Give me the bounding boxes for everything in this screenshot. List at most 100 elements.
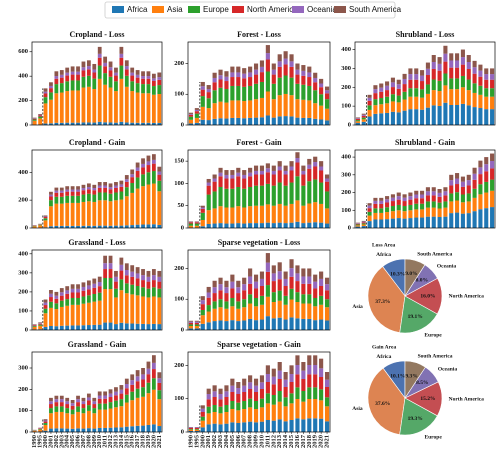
bar-segment [466, 61, 471, 69]
x-tick-label: 2006 [235, 434, 242, 448]
bar-segment [367, 215, 372, 222]
bar-segment [200, 420, 205, 428]
bar-segment [38, 429, 43, 430]
bar-segment [408, 88, 413, 97]
x-tick-label: 2002 [53, 435, 60, 448]
bar-segment [490, 179, 495, 191]
bar-segment [86, 75, 91, 87]
y-tick-label: 300 [341, 171, 351, 178]
bar-segment [437, 57, 442, 64]
bar-segment [212, 287, 217, 294]
axes-frame [31, 149, 163, 229]
bar-segment [97, 282, 102, 287]
bar-segment [218, 320, 223, 330]
chart-title: Sparse vegetation - Gain [217, 340, 301, 349]
bar-segment [271, 273, 276, 282]
bar-segment [420, 203, 425, 210]
bar-segment [484, 109, 489, 125]
bar-segment [289, 166, 294, 171]
bar-segment [443, 85, 448, 103]
x-tick-label: 2018 [140, 434, 147, 448]
bar-segment [43, 215, 48, 217]
bar-segment [135, 397, 140, 426]
bar-segment [206, 223, 211, 228]
bar-segment [92, 278, 97, 284]
y-tick-label: 200 [341, 189, 351, 196]
bar-segment [224, 280, 229, 288]
bar-segment [271, 83, 276, 100]
x-tick-label: 2016 [294, 434, 301, 448]
legend-label: South America [349, 5, 402, 14]
bar-segment [265, 45, 270, 54]
bar-segment [141, 122, 145, 125]
bar-segment [253, 99, 259, 118]
bar-segment [460, 186, 465, 195]
bar-segment [420, 97, 425, 110]
bar-segment [86, 187, 91, 190]
bar-segment [135, 177, 140, 189]
bar-segment [289, 161, 294, 167]
bar-segment [146, 368, 151, 375]
bar-segment [289, 365, 294, 374]
bar-segment [194, 225, 199, 228]
bar-segment [43, 326, 48, 330]
y-tick-label: 200 [18, 386, 28, 393]
bar-segment [54, 93, 59, 123]
bar-segment [283, 174, 288, 186]
bar-segment [135, 188, 140, 225]
bar-segment [248, 375, 253, 383]
legend-swatch [152, 6, 164, 13]
bar-segment [70, 71, 75, 75]
bar-segment [76, 195, 80, 203]
bar-segment [38, 115, 43, 117]
bar-segment [242, 385, 247, 392]
bar-segment [114, 288, 118, 298]
bar-segment [206, 406, 211, 414]
bar-segment [431, 207, 436, 217]
bar-segment [324, 406, 330, 422]
bar-segment [81, 428, 86, 432]
bar-segment [157, 426, 162, 432]
bar-segment [103, 200, 108, 226]
bar-segment [54, 203, 59, 226]
bar-segment [157, 166, 162, 172]
bar-segment [402, 194, 407, 198]
chart-title: Forest - Loss [237, 30, 281, 39]
bar-segment [32, 430, 37, 432]
bar-segment [277, 379, 282, 391]
bar-segment [490, 96, 495, 110]
bar-segment [236, 223, 241, 228]
bar-segment [283, 93, 288, 117]
bar-segment [188, 114, 194, 117]
bar-segment [49, 226, 53, 228]
bar-segment [319, 400, 324, 419]
bar-segment [253, 378, 259, 386]
bar-segment [271, 74, 276, 84]
bar-segment [97, 185, 102, 188]
bar-segment [103, 84, 108, 123]
bar-segment [157, 324, 162, 330]
bar-segment [86, 280, 91, 286]
bar-segment [402, 84, 407, 92]
bar-segment [301, 401, 306, 420]
bar-segment [124, 196, 129, 226]
bar-segment [443, 53, 448, 62]
bar-segment [146, 84, 151, 94]
bar-segment [206, 311, 211, 323]
bar-segment [466, 174, 471, 181]
bar-segment [242, 78, 247, 87]
bar-segment [402, 110, 407, 125]
bar-segment [65, 305, 70, 326]
bar-segment [135, 381, 140, 389]
bar-segment [119, 427, 124, 432]
bar-segment [242, 401, 247, 409]
bar-segment [472, 92, 477, 108]
bar-segment [396, 196, 401, 200]
bar-segment [242, 277, 247, 285]
bar-segment [114, 200, 118, 226]
bar-segment [265, 271, 270, 286]
bar-segment [224, 71, 229, 77]
bar-segment [295, 200, 300, 222]
bar-segment [385, 207, 390, 213]
bar-segment [271, 63, 276, 70]
